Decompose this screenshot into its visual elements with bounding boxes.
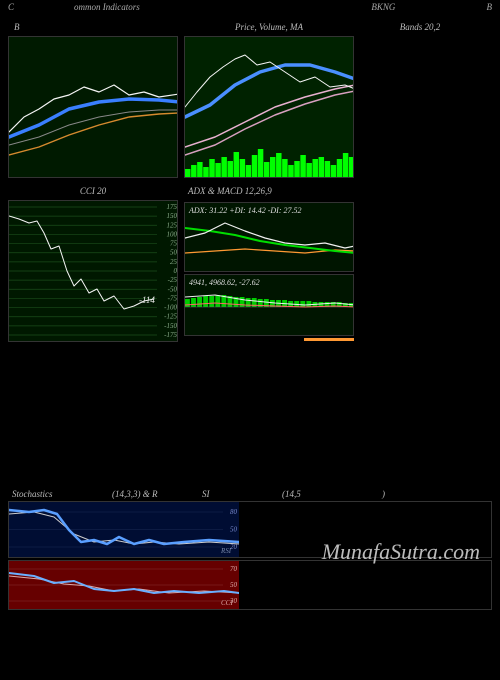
adx-svg: ADX: 31.22 +DI: 14.42 -DI: 27.52	[185, 203, 354, 271]
stoch-t3: SI	[202, 489, 282, 499]
svg-text:-150: -150	[164, 322, 177, 330]
svg-text:50: 50	[170, 249, 178, 257]
stoch-upper-chart: 805020RSI	[8, 501, 492, 558]
svg-text:50: 50	[230, 526, 238, 534]
price-svg	[185, 37, 354, 177]
svg-text:100: 100	[167, 230, 178, 238]
svg-text:-100: -100	[164, 304, 177, 312]
stoch-title-row: Stochastics (14,3,3) & R SI (14,5 )	[8, 489, 492, 501]
row-top: B Price, Volume, MA Bands 20,2	[0, 22, 500, 178]
bollinger-svg	[9, 37, 178, 177]
svg-text:70: 70	[230, 565, 238, 573]
stoch-lower-chart: 705030CCI	[8, 560, 492, 610]
price-title: Price, Volume, MA	[184, 22, 354, 34]
cci-chart: 175150125100 7550250-25-50-75 -100-125-150…	[8, 200, 178, 342]
adx-title: ADX & MACD 12,26,9	[184, 186, 354, 198]
bands-svg	[360, 36, 480, 176]
svg-text:-75: -75	[168, 294, 178, 302]
cci-title: CCI 20	[8, 186, 178, 198]
svg-text:125: 125	[167, 221, 178, 229]
bollinger-chart	[8, 36, 178, 178]
svg-text:ADX: 31.22 +DI: 14.42 -DI: 2: ADX: 31.22 +DI: 14.42 -DI: 27.52	[188, 206, 302, 215]
stoch-t4: (14,5	[282, 489, 382, 499]
svg-text:-25: -25	[168, 276, 178, 284]
price-chart	[184, 36, 354, 178]
stoch-upper-svg: 805020RSI	[9, 502, 239, 557]
svg-text:0: 0	[174, 267, 178, 275]
svg-text:175: 175	[167, 203, 178, 211]
panel-stochastics: Stochastics (14,3,3) & R SI (14,5 ) 80 50…	[8, 489, 492, 610]
stoch-lower-svg: 705030CCI	[9, 561, 239, 609]
svg-text:50: 50	[230, 581, 238, 589]
svg-text:-114: -114	[139, 295, 155, 305]
stoch-t5: )	[382, 489, 385, 499]
svg-text:80: 80	[230, 508, 238, 516]
bands-chart	[360, 36, 480, 176]
orange-bar	[184, 338, 354, 342]
panel-price: Price, Volume, MA	[184, 22, 354, 178]
bollinger-title: B	[8, 22, 178, 34]
svg-text:-50: -50	[168, 285, 178, 293]
panel-bollinger: B	[8, 22, 178, 178]
svg-text:150: 150	[167, 212, 178, 220]
svg-text:RSI: RSI	[220, 547, 232, 555]
stoch-t2: (14,3,3) & R	[112, 489, 202, 499]
bands-title: Bands 20,2	[360, 22, 480, 34]
panel-adx-macd: ADX & MACD 12,26,9 ADX: 31.22 +DI: 14.42…	[184, 186, 354, 342]
hdr-title: ommon Indicators	[14, 2, 280, 12]
svg-text:-125: -125	[164, 313, 177, 321]
row-mid: CCI 20 1751501251007550250-25-50-75-100-…	[0, 186, 500, 342]
svg-text:-175: -175	[164, 331, 177, 339]
page-header: C ommon Indicators BKNG B	[0, 0, 500, 14]
svg-text:4941, 4968.62, -27.62: 4941, 4968.62, -27.62	[189, 278, 260, 287]
svg-text:CCI: CCI	[221, 599, 233, 607]
hdr-b: B	[487, 2, 493, 12]
panel-cci: CCI 20 1751501251007550250-25-50-75-100-…	[8, 186, 178, 342]
macd-chart: 4941, 4968.62, -27.62	[184, 274, 354, 336]
stoch-t1: Stochastics	[12, 489, 112, 499]
svg-text:25: 25	[170, 258, 178, 266]
svg-text:75: 75	[170, 240, 178, 248]
macd-svg: 4941, 4968.62, -27.62	[185, 275, 354, 335]
panel-bands: Bands 20,2	[360, 22, 480, 178]
hdr-ticker: BKNG	[280, 2, 486, 12]
adx-chart: ADX: 31.22 +DI: 14.42 -DI: 27.52	[184, 202, 354, 272]
cci-svg: 175150125100 7550250-25-50-75 -100-125-150…	[9, 201, 178, 341]
